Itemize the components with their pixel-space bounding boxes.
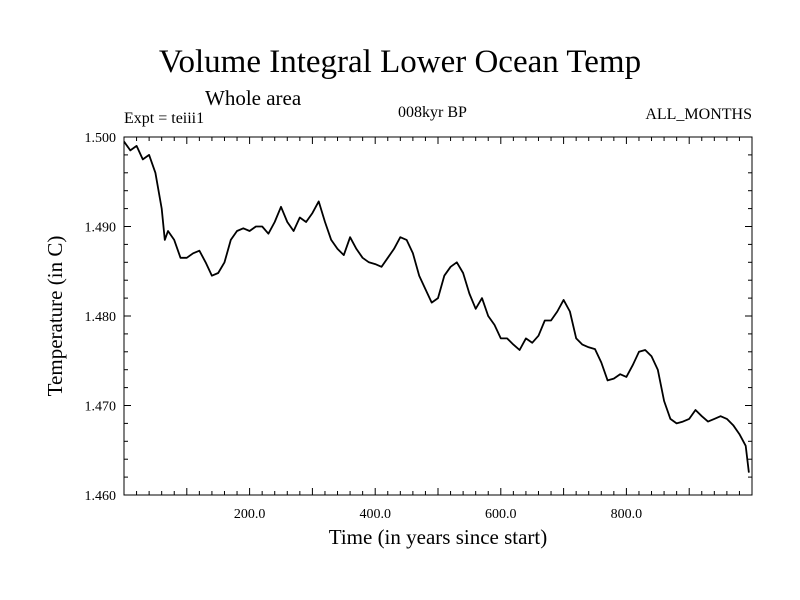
y-tick-label: 1.490: [85, 221, 117, 236]
axis-ticks: 1.460 1.470 1.480 1.490 1.500 200.0 400.0 600.0…: [85, 131, 753, 522]
chart-title: Volume Integral Lower Ocean Temp: [158, 44, 642, 80]
x-tick-label: 400.0: [359, 507, 391, 522]
period-label: 008kyr BP: [398, 104, 467, 121]
x-axis-label: Time (in years since start): [329, 525, 548, 549]
series-line: [123, 140, 750, 473]
x-tick-label: 200.0: [234, 507, 266, 522]
x-tick-label: 600.0: [485, 507, 517, 522]
y-tick-label: 1.500: [85, 131, 117, 146]
y-axis-label: Temperature (in C): [43, 236, 67, 397]
x-tick-label: 800.0: [611, 507, 643, 522]
plot-frame: [123, 136, 753, 496]
y-tick-label: 1.460: [85, 489, 117, 504]
chart-subtitle: Whole area: [205, 86, 302, 110]
y-tick-label: 1.480: [85, 310, 117, 325]
months-label: ALL_MONTHS: [645, 106, 752, 123]
series-group: [123, 140, 750, 473]
experiment-label: Expt = teiii1: [124, 110, 205, 127]
y-tick-label: 1.470: [85, 400, 117, 415]
